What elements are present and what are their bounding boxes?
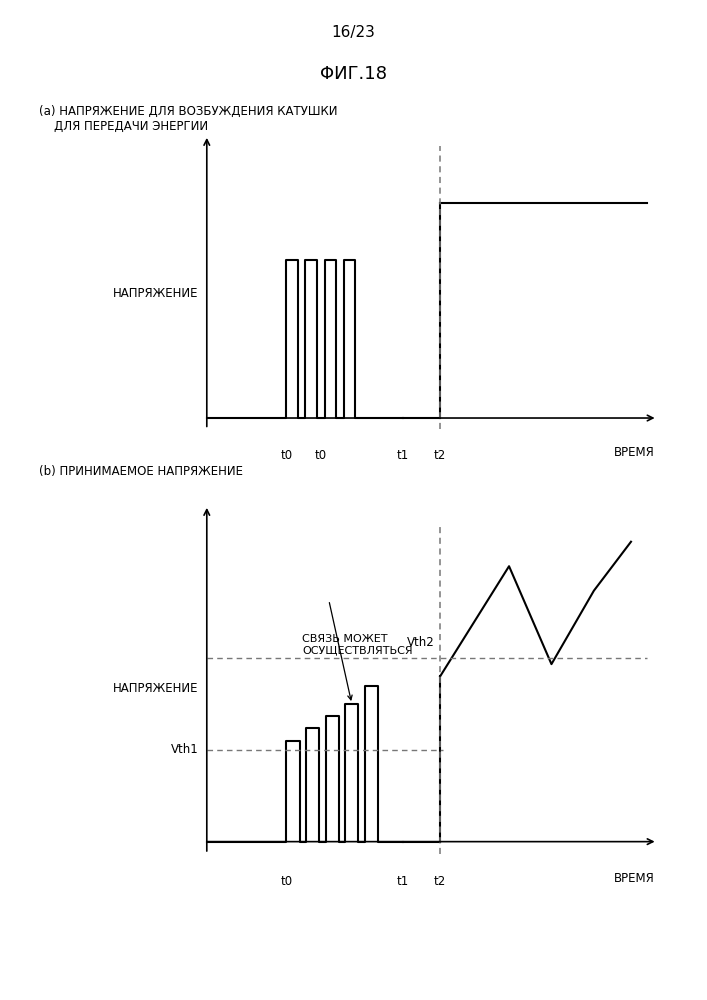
Text: ΦИГ.18: ΦИГ.18 — [320, 65, 387, 83]
Text: (b) ПРИНИМАЕМОЕ НАПРЯЖЕНИЕ: (b) ПРИНИМАЕМОЕ НАПРЯЖЕНИЕ — [39, 465, 243, 478]
Text: ВРЕМЯ: ВРЕМЯ — [614, 872, 655, 885]
Text: t1: t1 — [397, 875, 409, 888]
Text: t2: t2 — [434, 449, 446, 462]
Text: Vth2: Vth2 — [407, 636, 435, 649]
Text: Vth1: Vth1 — [171, 743, 199, 756]
Text: t0: t0 — [280, 875, 293, 888]
Text: СВЯЗЬ МОЖЕТ
ОСУЩЕСТВЛЯТЬСЯ: СВЯЗЬ МОЖЕТ ОСУЩЕСТВЛЯТЬСЯ — [303, 634, 413, 655]
Text: НАПРЯЖЕНИЕ: НАПРЯЖЕНИЕ — [113, 287, 199, 300]
Text: t0: t0 — [280, 449, 293, 462]
Text: t2: t2 — [434, 875, 446, 888]
Text: НАПРЯЖЕНИЕ: НАПРЯЖЕНИЕ — [113, 682, 199, 695]
Text: 16/23: 16/23 — [332, 25, 375, 40]
Text: t1: t1 — [397, 449, 409, 462]
Text: (a) НАПРЯЖЕНИЕ ДЛЯ ВОЗБУЖДЕНИЯ КАТУШКИ
    ДЛЯ ПЕРЕДАЧИ ЭНЕРГИИ: (a) НАПРЯЖЕНИЕ ДЛЯ ВОЗБУЖДЕНИЯ КАТУШКИ Д… — [39, 105, 337, 133]
Text: t0: t0 — [315, 449, 327, 462]
Text: ВРЕМЯ: ВРЕМЯ — [614, 446, 655, 459]
